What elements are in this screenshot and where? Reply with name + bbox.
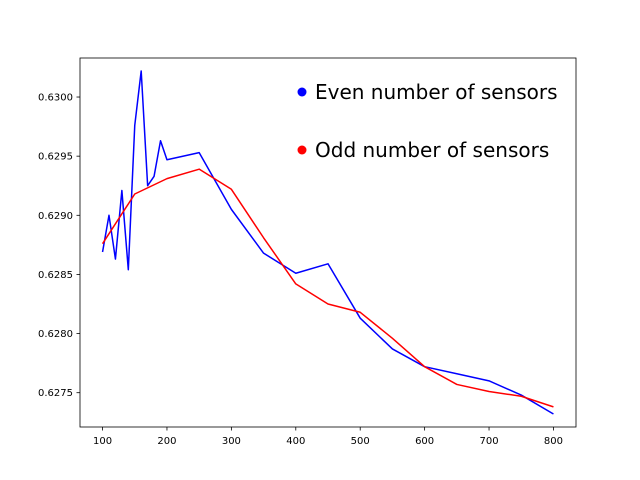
x-tick-label: 100 (93, 436, 112, 447)
y-tick-label: 0.6280 (38, 329, 73, 340)
legend: Even number of sensors Odd number of sens… (297, 80, 558, 162)
y-tick-label: 0.6275 (38, 388, 73, 399)
y-tick-label: 0.6290 (38, 211, 73, 222)
legend-label-even: Even number of sensors (315, 80, 558, 104)
y-tick-label: 0.6300 (38, 93, 73, 104)
x-tick-label: 400 (286, 436, 305, 447)
x-tick-label: 600 (415, 436, 434, 447)
series-line-odd (101, 168, 554, 408)
y-tick-label: 0.6285 (38, 270, 73, 281)
legend-label-odd: Odd number of sensors (315, 138, 549, 162)
series-line-even (101, 70, 554, 415)
y-tick-label: 0.6295 (38, 152, 73, 163)
x-tick-label: 500 (351, 436, 370, 447)
x-tick-label: 700 (479, 436, 498, 447)
axes: 100 200 300 400 500 600 700 800 0.6275 0.6280 0.62… (38, 57, 577, 447)
axes-frame (79, 57, 577, 428)
x-tick-label: 200 (157, 436, 176, 447)
legend-marker-odd (297, 145, 307, 155)
plot-area (101, 70, 554, 415)
x-tick-label: 800 (544, 436, 563, 447)
legend-marker-even (297, 87, 307, 97)
x-tick-label: 300 (222, 436, 241, 447)
